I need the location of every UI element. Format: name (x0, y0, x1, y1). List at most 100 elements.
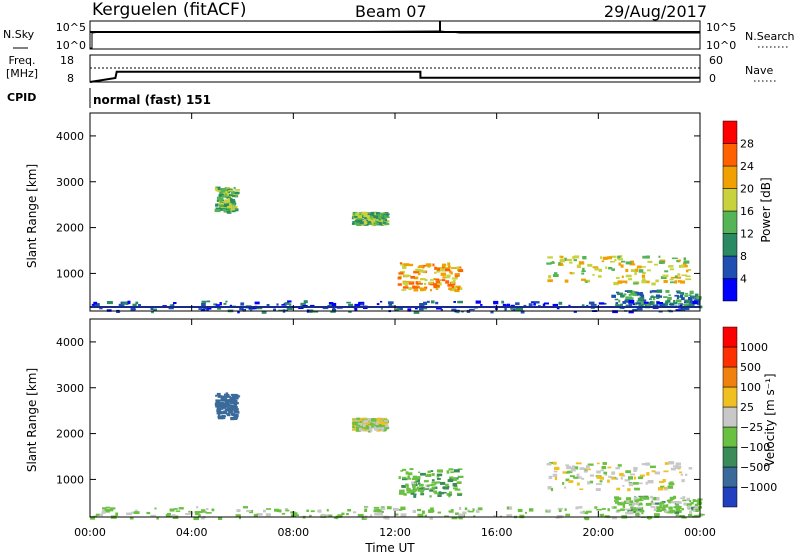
echo-cell (356, 423, 361, 427)
echo-cell (645, 462, 651, 466)
echo-cell (566, 465, 572, 470)
echo-cell (644, 280, 650, 284)
echo-cell (447, 479, 454, 483)
echo-cell (633, 482, 639, 485)
echo-cell (625, 274, 632, 278)
echo-cell (355, 419, 358, 421)
echo-cell (287, 300, 292, 303)
echo-cell (582, 256, 587, 260)
echo-cell (364, 217, 369, 220)
echo-cell (669, 268, 674, 271)
echo-cell (200, 308, 205, 311)
echo-cell (218, 402, 224, 404)
echo-cell (169, 304, 173, 307)
echo-cell (448, 263, 451, 265)
nave-tick-high: 60 (709, 54, 723, 67)
echo-cell (436, 473, 443, 477)
echo-cell (405, 483, 409, 487)
echo-cell (611, 294, 616, 298)
echo-cell (223, 190, 228, 195)
echo-cell (633, 466, 638, 471)
x-tick-label: 04:00 (176, 526, 208, 539)
echo-cell (435, 288, 439, 290)
echo-cell (513, 308, 516, 311)
echo-cell (234, 205, 238, 209)
echo-cell (414, 276, 419, 280)
echo-cell (575, 506, 579, 510)
echo-cell (223, 302, 227, 305)
echo-cell (445, 483, 449, 486)
echo-cell (645, 502, 652, 506)
echo-cell (692, 499, 699, 502)
echo-cell (608, 267, 613, 270)
echo-cell (571, 466, 576, 471)
y-tick-label: 2000 (56, 428, 84, 441)
echo-cell (281, 512, 286, 515)
echo-cell (246, 510, 252, 513)
echo-cell (240, 302, 245, 306)
echo-cell (371, 220, 376, 223)
echo-cell (430, 507, 434, 511)
echo-cell (449, 491, 452, 495)
echo-cell (506, 303, 510, 307)
echo-cell (634, 508, 638, 511)
echo-cell (448, 493, 452, 496)
velocity-y-ticks: 4000 3000 2000 1000 (56, 336, 700, 486)
echo-cell (402, 265, 407, 269)
echo-cell (576, 482, 580, 486)
echo-cell (285, 509, 290, 512)
echo-cell (224, 199, 230, 203)
power-ylabel: Slant Range [km] (25, 164, 39, 268)
echo-cell (670, 467, 676, 471)
echo-cell (674, 294, 679, 297)
echo-cell (357, 303, 364, 306)
echo-cell (364, 426, 370, 430)
echo-cell (426, 473, 432, 477)
echo-cell (420, 271, 427, 273)
echo-cell (629, 263, 636, 266)
echo-cell (626, 299, 629, 301)
echo-cell (370, 514, 373, 518)
echo-cell (596, 508, 602, 511)
echo-cell (557, 507, 563, 510)
echo-cell (647, 260, 653, 263)
echo-cell (587, 263, 593, 267)
colorbar-swatch (722, 406, 738, 428)
echo-cell (676, 296, 679, 300)
echo-cell (681, 274, 688, 276)
echo-cell (636, 265, 642, 269)
echo-cell (399, 270, 405, 274)
echo-cell (223, 203, 229, 208)
echo-cell (579, 511, 585, 514)
echo-cell (680, 497, 685, 500)
echo-cell (218, 516, 223, 520)
echo-cell (673, 506, 678, 509)
colorbar-tick-label: 25 (740, 401, 754, 414)
echo-cell (630, 260, 635, 264)
y-tick-label: 1000 (56, 473, 84, 486)
echo-cell (156, 516, 159, 520)
echo-cell (306, 509, 309, 512)
echo-cell (205, 309, 209, 312)
echo-cell (218, 188, 222, 193)
echo-cell (431, 479, 435, 482)
echo-cell (400, 470, 404, 472)
echo-cell (682, 499, 687, 502)
echo-cell (598, 268, 603, 272)
echo-cell (582, 267, 585, 271)
echo-cell (569, 475, 575, 478)
echo-cell (656, 297, 660, 299)
echo-cell (135, 509, 138, 512)
echo-cell (690, 295, 696, 298)
echo-cell (286, 307, 293, 310)
echo-cell (642, 255, 647, 259)
echo-cell (480, 304, 483, 306)
echo-cell (602, 462, 607, 465)
echo-cell (682, 496, 686, 498)
velocity-colorbar-label: Velocity [m s⁻¹] (763, 373, 777, 466)
echo-cell (455, 266, 460, 269)
echo-cell (357, 513, 364, 517)
echo-cell (411, 489, 416, 493)
echo-cell (398, 307, 403, 310)
